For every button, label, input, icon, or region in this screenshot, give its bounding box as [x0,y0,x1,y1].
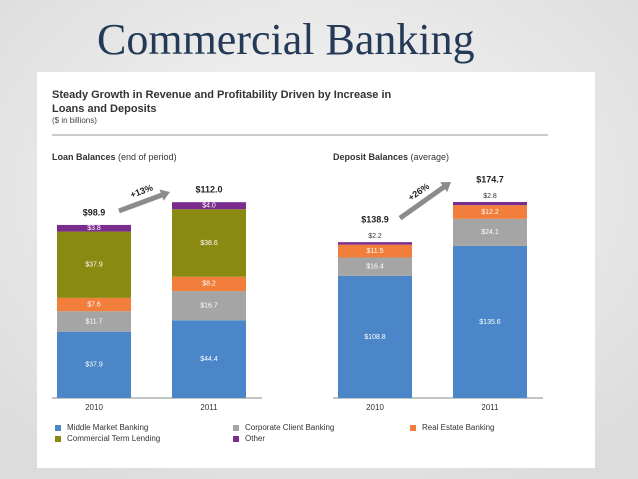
value-label: $4.0 [202,203,216,210]
bar-segment [57,231,131,298]
bar-segment [453,205,527,219]
bar-segment [172,202,246,210]
chart-title-main: Deposit Balances [333,152,408,162]
value-label: $108.8 [364,334,386,341]
value-label: $38.6 [200,240,218,247]
value-label: $11.5 [367,248,384,255]
value-label: $7.6 [87,301,101,308]
value-label: $3.8 [87,225,101,232]
total-label: $112.0 [195,184,222,194]
total-label: $98.9 [83,207,106,217]
total-label: $138.9 [361,215,389,225]
chart-title: Loan Balances (end of period) [52,152,177,162]
legend-swatch [55,436,61,442]
value-label: $44.4 [200,356,218,363]
bar-segment [172,320,246,398]
value-label: $37.9 [85,362,103,369]
value-label: $2.2 [368,233,382,240]
bar-segment [453,202,527,206]
bar-segment [338,275,412,398]
legend-label: Commercial Term Lending [67,434,160,443]
bar-segment [57,224,131,232]
legend-swatch [233,425,239,431]
chart-title-main: Loan Balances [52,152,116,162]
bar-segment [57,331,131,398]
value-label: $135.6 [479,319,501,326]
header-subtitle: ($ in billions) [52,116,97,125]
chart-title-sub: (average) [408,152,449,162]
value-label: $11.7 [86,318,103,325]
bar-segment [453,218,527,246]
x-tick-label: 2010 [85,403,103,412]
header-title: Loans and Deposits [52,103,157,115]
legend-swatch [233,436,239,442]
chart-title-sub: (end of period) [116,152,177,162]
legend-label: Corporate Client Banking [245,423,334,432]
x-tick-label: 2010 [366,403,384,412]
x-tick-label: 2011 [200,403,218,412]
value-label: $8.2 [202,281,216,288]
legend-label: Middle Market Banking [67,423,148,432]
value-label: $12.2 [481,209,499,216]
bar-segment [338,257,412,276]
bar-segment [453,245,527,398]
bar-segment [338,244,412,258]
bar-segment [172,209,246,277]
arrow-shape [398,181,452,221]
bar-segment [172,276,246,292]
legend-swatch [55,425,61,431]
bar-segment [338,242,412,245]
value-label: $16.7 [200,303,218,310]
value-label: $16.4 [366,264,384,271]
header-title: Steady Growth in Revenue and Profitabili… [52,89,392,101]
legend-label: Real Estate Banking [422,423,495,432]
bar-segment [57,297,131,312]
value-label: $37.9 [85,262,103,269]
slide-title: Commercial Banking [97,15,475,64]
arrow-shape [118,189,170,214]
value-label: $2.8 [483,193,497,200]
bar-segment [172,291,246,321]
chart-title: Deposit Balances (average) [333,152,449,162]
legend-swatch [410,425,416,431]
total-label: $174.7 [476,174,504,184]
x-tick-label: 2011 [481,403,499,412]
legend-label: Other [245,434,265,443]
bar-segment [57,311,131,332]
value-label: $24.1 [481,229,499,236]
